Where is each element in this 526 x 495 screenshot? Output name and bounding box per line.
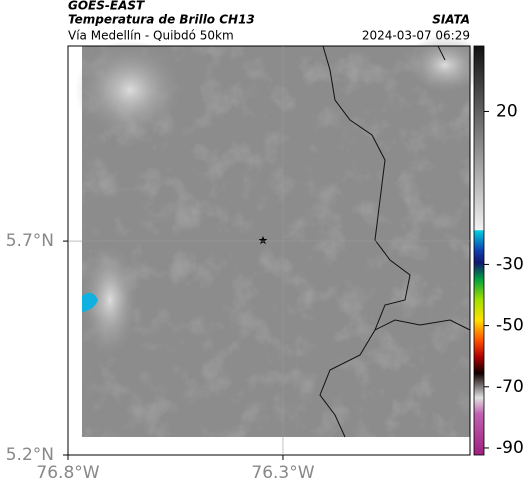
colorbar xyxy=(473,45,485,456)
x-tick-label: 76.8°W xyxy=(36,463,99,483)
dynamic: 76.8°W 76.3°W 5.2°N 5.7°N 20 -30 -50 -70 -90 xyxy=(6,46,524,483)
imagery xyxy=(75,35,485,438)
y-tick-label: 5.7°N xyxy=(6,231,54,251)
title: GOES-EAST xyxy=(68,0,145,13)
region: Vía Medellín - Quibdó 50km xyxy=(68,29,234,43)
colorbar-label: -70 xyxy=(496,377,524,397)
y-tick-label: 5.2°N xyxy=(6,445,54,465)
source: SIATA xyxy=(432,13,470,27)
colorbar-label: -30 xyxy=(496,254,524,274)
x-tick-label: 76.3°W xyxy=(251,463,314,483)
map-frame xyxy=(67,45,471,456)
colorbar-label: 20 xyxy=(496,101,518,121)
subtitle: Temperatura de Brillo CH13 xyxy=(68,13,255,27)
colorbar-label: -90 xyxy=(496,438,524,458)
colorbar-label: -50 xyxy=(496,316,524,336)
